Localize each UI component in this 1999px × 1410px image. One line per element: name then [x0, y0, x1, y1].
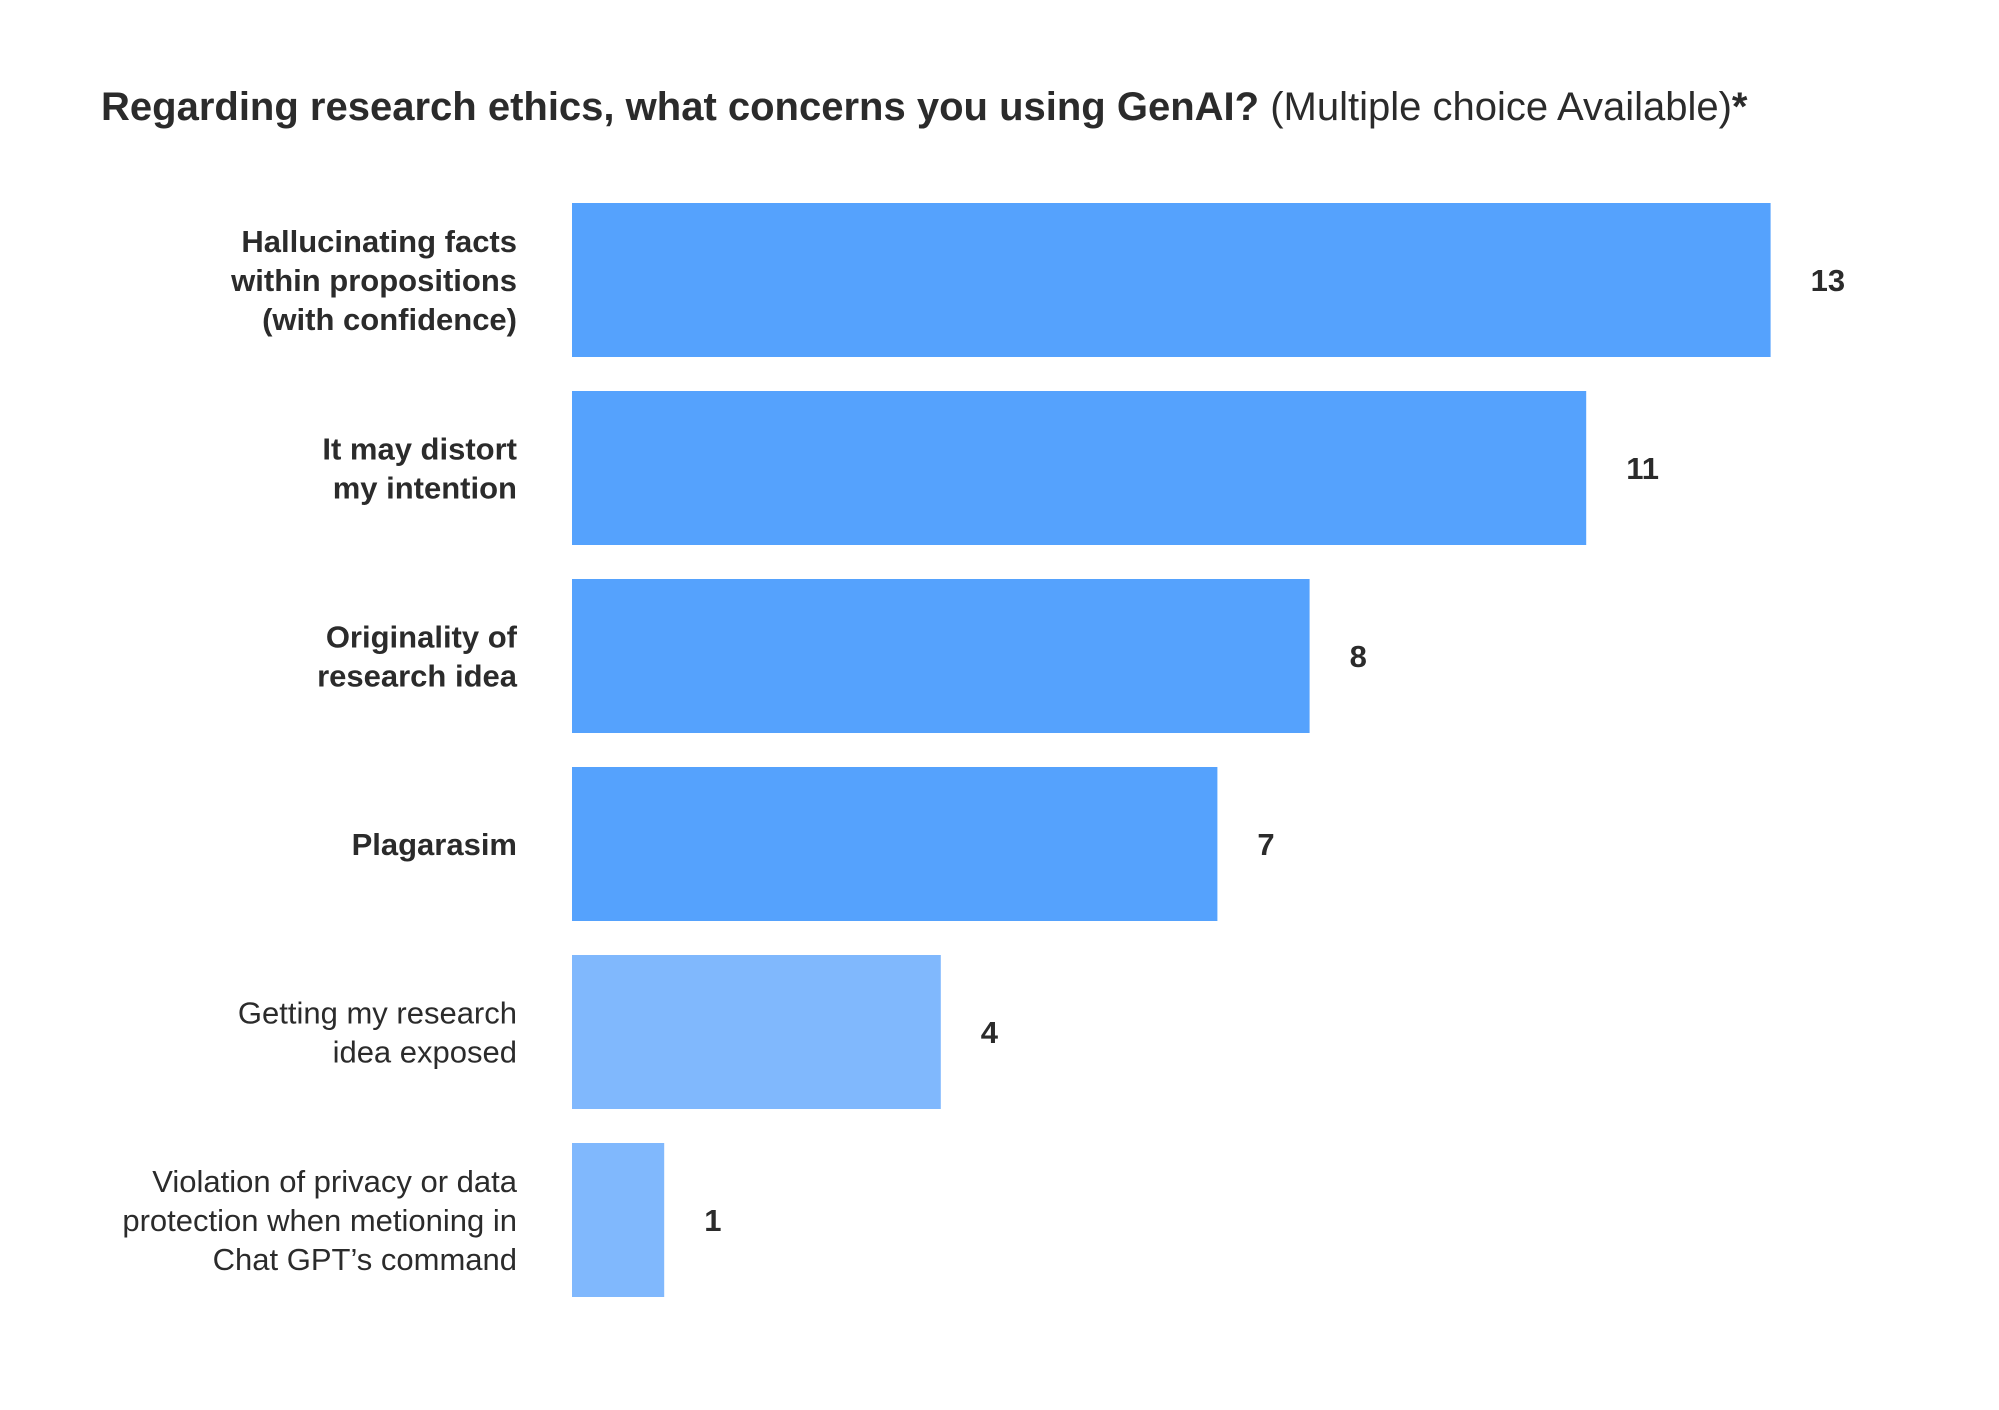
bar — [572, 767, 1218, 921]
category-label-line: within propositions — [230, 263, 517, 298]
value-label: 4 — [981, 1015, 999, 1050]
bar — [572, 1143, 665, 1297]
category-label-line: (with confidence) — [262, 302, 517, 337]
category-label-line: Plagarasim — [352, 827, 517, 862]
category-label-line: Getting my research — [238, 996, 517, 1031]
category-label-line: Violation of privacy or data — [152, 1164, 518, 1199]
bar — [572, 579, 1310, 733]
category-label-line: Originality of — [326, 620, 518, 655]
value-label: 13 — [1811, 263, 1845, 298]
category-label-line: Hallucinating facts — [241, 224, 517, 259]
category-label-line: idea exposed — [333, 1035, 517, 1070]
category-label-line: protection when metioning in — [122, 1203, 517, 1238]
bar — [572, 203, 1771, 357]
bar — [572, 391, 1587, 545]
category-label: Getting my research idea exposed — [238, 996, 517, 1070]
value-label: 8 — [1350, 639, 1367, 674]
category-label-line: Chat GPT’s command — [213, 1242, 517, 1277]
chart-title: Regarding research ethics, what concerns… — [101, 80, 1921, 134]
category-label: Originality of research idea — [317, 620, 518, 694]
value-label: 7 — [1257, 827, 1274, 862]
chart-subtitle: (Multiple choice Available) — [1270, 85, 1732, 129]
value-label: 11 — [1626, 451, 1659, 486]
category-label: Violation of privacy or data protection w… — [122, 1164, 517, 1277]
bar — [572, 955, 941, 1109]
value-label: 1 — [704, 1203, 721, 1238]
category-label-line: research idea — [317, 659, 518, 694]
category-label-line: It may distort — [322, 432, 517, 467]
category-label: It may distort my intention — [322, 432, 517, 506]
category-label: Plagarasim — [352, 827, 517, 862]
category-label: Hallucinating facts within propositions (w… — [230, 224, 517, 337]
title-asterisk: * — [1731, 85, 1748, 129]
chart-title-main: Regarding research ethics, what concerns… — [101, 85, 1260, 129]
category-label-line: my intention — [333, 471, 517, 506]
